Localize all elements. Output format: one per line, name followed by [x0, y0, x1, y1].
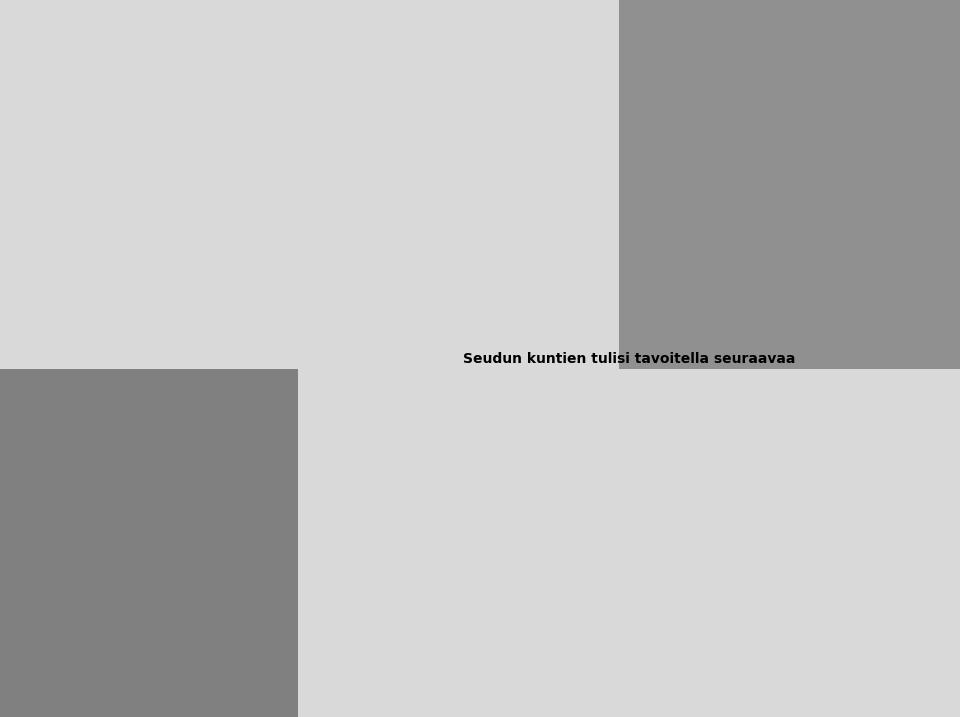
- Text: 50: 50: [502, 56, 518, 70]
- Text: 39: 39: [716, 531, 732, 544]
- Bar: [307, 571, 545, 597]
- Bar: [29, 196, 273, 222]
- Bar: [307, 525, 711, 551]
- Text: . . . .: . . . .: [900, 8, 922, 18]
- Text: 7: 7: [385, 624, 393, 637]
- X-axis label: Vastausten lukumäärä n=145: Vastausten lukumäärä n=145: [231, 361, 417, 375]
- Bar: [29, 49, 497, 76]
- Bar: [307, 618, 380, 643]
- Text: Seudun kuntien tulisi tavoitella seuraavaa: Seudun kuntien tulisi tavoitella seuraav…: [463, 351, 795, 366]
- Text: 23: 23: [551, 578, 566, 591]
- Text: 52: 52: [852, 439, 867, 452]
- Text: 26: 26: [277, 202, 293, 216]
- Text: Kuntapäättäjä-
kyselyn tuloksia
joukkoliikenteen
kehittämisen
talvoitteista:: Kuntapäättäjä- kyselyn tuloksia joukkoli…: [706, 33, 874, 143]
- Text: 1: 1: [43, 300, 51, 313]
- Bar: [29, 98, 263, 125]
- Text: 1: 1: [323, 670, 330, 683]
- Text: 35: 35: [362, 153, 377, 167]
- Title: Oulun kaupungin tulisi tavoitella seuraavaa: Oulun kaupungin tulisi tavoitella seuraa…: [136, 13, 512, 28]
- Text: Matkustuksen lisäämisen
näkökulmasta
keskuskaupunkiin
suuntautuvan
joukkoliikenn: Matkustuksen lisäämisen näkökulmasta kes…: [18, 383, 246, 590]
- Bar: [865, 2, 956, 24]
- Text: 8: 8: [108, 251, 116, 265]
- Bar: [307, 664, 318, 690]
- Bar: [29, 293, 38, 320]
- Text: 25: 25: [571, 485, 588, 498]
- Bar: [307, 432, 846, 458]
- Text: Matkustajamäärää
on kasvatettava
20 %: Matkustajamäärää on kasvatettava 20 %: [673, 229, 906, 298]
- Bar: [29, 147, 357, 174]
- Bar: [307, 479, 566, 504]
- Text: 25: 25: [268, 105, 283, 118]
- Bar: [29, 244, 104, 271]
